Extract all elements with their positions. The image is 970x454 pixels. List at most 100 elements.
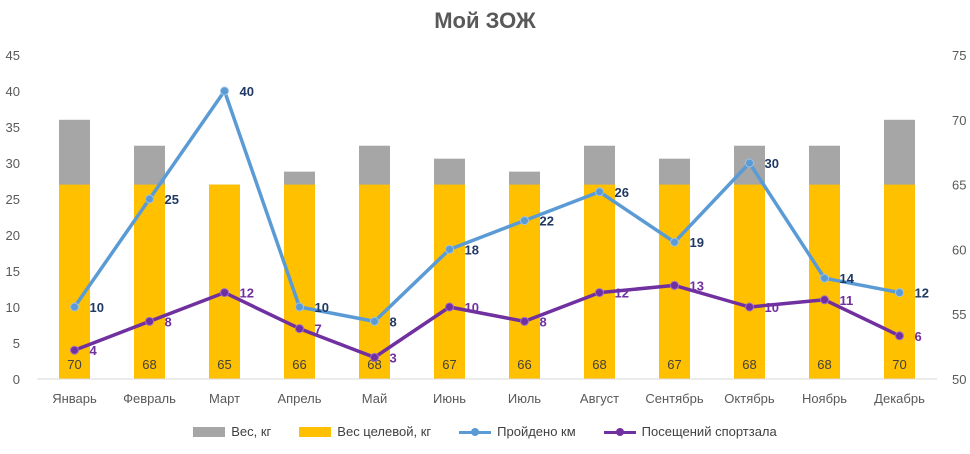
bar-data-label: 68 <box>592 357 606 372</box>
data-label-km: 12 <box>915 286 929 301</box>
bar-data-label: 68 <box>742 357 756 372</box>
data-label-gym: 11 <box>840 293 854 308</box>
x-tick-label: Июль <box>508 391 541 406</box>
data-label-km: 14 <box>840 271 855 286</box>
point-gym <box>370 352 379 362</box>
y-left-tick-label: 5 <box>13 336 20 351</box>
y-left-tick-label: 30 <box>6 156 20 171</box>
bar-data-label: 68 <box>142 357 156 372</box>
point-km <box>370 316 379 326</box>
point-gym <box>820 295 829 305</box>
bar-data-label: 68 <box>367 357 381 372</box>
y-left-tick-label: 35 <box>6 120 20 135</box>
bar-data-label: 70 <box>67 357 81 372</box>
legend-swatch-gym <box>603 427 636 437</box>
legend-item-weight: Вес, кг <box>193 424 271 439</box>
y-right-tick-label: 65 <box>952 178 966 193</box>
y-right-tick-label: 75 <box>952 48 966 63</box>
point-km <box>295 302 304 312</box>
data-label-gym: 8 <box>165 314 172 329</box>
data-label-gym: 8 <box>540 314 547 329</box>
y-right-tick-label: 50 <box>952 372 966 387</box>
legend-label-km: Пройдено км <box>497 424 576 439</box>
point-km <box>145 194 154 204</box>
x-tick-label: Октябрь <box>724 391 775 406</box>
point-km <box>220 86 229 96</box>
y-right-tick-label: 55 <box>952 307 966 322</box>
point-km <box>745 158 754 168</box>
legend-swatch-km <box>459 427 492 437</box>
data-label-km: 18 <box>465 242 479 257</box>
legend-swatch-target-weight <box>299 426 332 437</box>
point-km <box>70 302 79 312</box>
data-label-km: 40 <box>240 84 254 99</box>
data-label-gym: 10 <box>465 300 479 315</box>
legend-label-target-weight: Вес целевой, кг <box>337 424 432 439</box>
y-left-tick-label: 0 <box>13 372 20 387</box>
chart-title: Мой ЗОЖ <box>434 8 536 33</box>
legend-item-target-weight: Вес целевой, кг <box>299 424 431 439</box>
point-gym <box>145 316 154 326</box>
data-label-gym: 12 <box>615 286 629 301</box>
bar-target-weight <box>284 184 315 379</box>
bar-target-weight <box>734 184 765 379</box>
data-label-gym: 13 <box>690 278 704 293</box>
bar-data-label: 66 <box>292 357 306 372</box>
data-label-km: 19 <box>690 235 704 250</box>
data-label-gym: 6 <box>915 329 922 344</box>
x-tick-label: Январь <box>52 391 97 406</box>
legend-item-km: Пройдено км <box>459 424 576 439</box>
x-tick-label: Август <box>580 391 619 406</box>
data-label-gym: 3 <box>390 350 397 365</box>
x-tick-label: Апрель <box>277 391 321 406</box>
x-tick-label: Декабрь <box>874 391 925 406</box>
data-label-km: 25 <box>165 192 179 207</box>
point-gym <box>220 288 229 298</box>
y-left-tick-label: 40 <box>6 84 20 99</box>
data-label-km: 22 <box>540 214 554 229</box>
data-label-gym: 10 <box>765 300 779 315</box>
point-gym <box>445 302 454 312</box>
point-km <box>520 216 529 226</box>
point-gym <box>70 345 79 355</box>
data-label-gym: 4 <box>90 343 98 358</box>
point-km <box>445 244 454 254</box>
point-km <box>670 237 679 247</box>
legend-item-gym: Посещений спортзала <box>603 424 777 439</box>
legend-label-gym: Посещений спортзала <box>641 424 777 439</box>
point-gym <box>670 280 679 290</box>
y-left-tick-label: 15 <box>6 264 20 279</box>
bar-data-label: 70 <box>892 357 906 372</box>
data-label-gym: 12 <box>240 286 254 301</box>
x-tick-label: Ноябрь <box>802 391 847 406</box>
point-gym <box>595 288 604 298</box>
series-line-km <box>73 89 900 324</box>
series-line-gym <box>73 283 901 360</box>
bar-data-label: 66 <box>517 357 531 372</box>
data-label-km: 10 <box>90 300 104 315</box>
point-gym <box>295 324 304 334</box>
y-left-tick-label: 45 <box>6 48 20 63</box>
y-left-tick-label: 10 <box>6 300 20 315</box>
bar-target-weight <box>509 184 540 379</box>
y-left-tick-label: 20 <box>6 228 20 243</box>
bar-data-label: 65 <box>217 357 231 372</box>
point-km <box>895 288 904 298</box>
bar-data-label: 67 <box>442 357 456 372</box>
data-label-km: 30 <box>765 156 779 171</box>
bar-target-weight <box>584 184 615 379</box>
x-tick-label: Февраль <box>123 391 176 406</box>
x-tick-label: Март <box>209 391 240 406</box>
point-gym <box>745 302 754 312</box>
x-tick-label: Сентябрь <box>645 391 703 406</box>
y-right-tick-label: 60 <box>952 242 966 257</box>
point-km <box>820 273 829 283</box>
data-label-gym: 7 <box>315 322 322 337</box>
x-tick-label: Май <box>362 391 387 406</box>
point-km <box>595 187 604 197</box>
data-label-km: 10 <box>315 300 329 315</box>
bar-target-weight <box>209 184 240 379</box>
bar-target-weight <box>884 184 915 379</box>
